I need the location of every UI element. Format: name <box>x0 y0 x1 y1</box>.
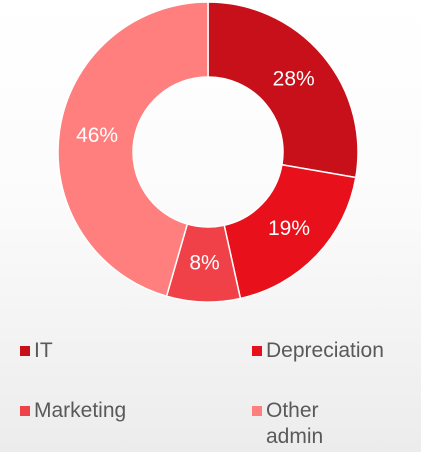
legend-item: Depreciation <box>252 338 384 364</box>
legend-label: IT <box>34 339 53 362</box>
slice <box>57 1 209 298</box>
donut: 28% 19% 8% 46% <box>57 1 359 303</box>
legend-swatch <box>252 406 262 416</box>
slice-label: 46% <box>76 124 118 147</box>
legend-label: Marketing <box>34 399 127 422</box>
legend-swatch <box>252 346 262 356</box>
legend-item: IT <box>20 338 53 364</box>
legend-label: Other admin <box>266 399 324 448</box>
slice-label: 8% <box>189 251 219 274</box>
legend-swatch <box>20 346 30 356</box>
legend-item: Other admin <box>252 398 323 450</box>
legend-swatch <box>20 406 30 416</box>
slice <box>223 163 357 300</box>
slice-label: 28% <box>273 67 315 90</box>
legend-label: Depreciation <box>266 339 384 362</box>
slice-label: 19% <box>268 217 310 240</box>
legend-item: Marketing <box>20 398 126 424</box>
slice <box>207 1 359 179</box>
